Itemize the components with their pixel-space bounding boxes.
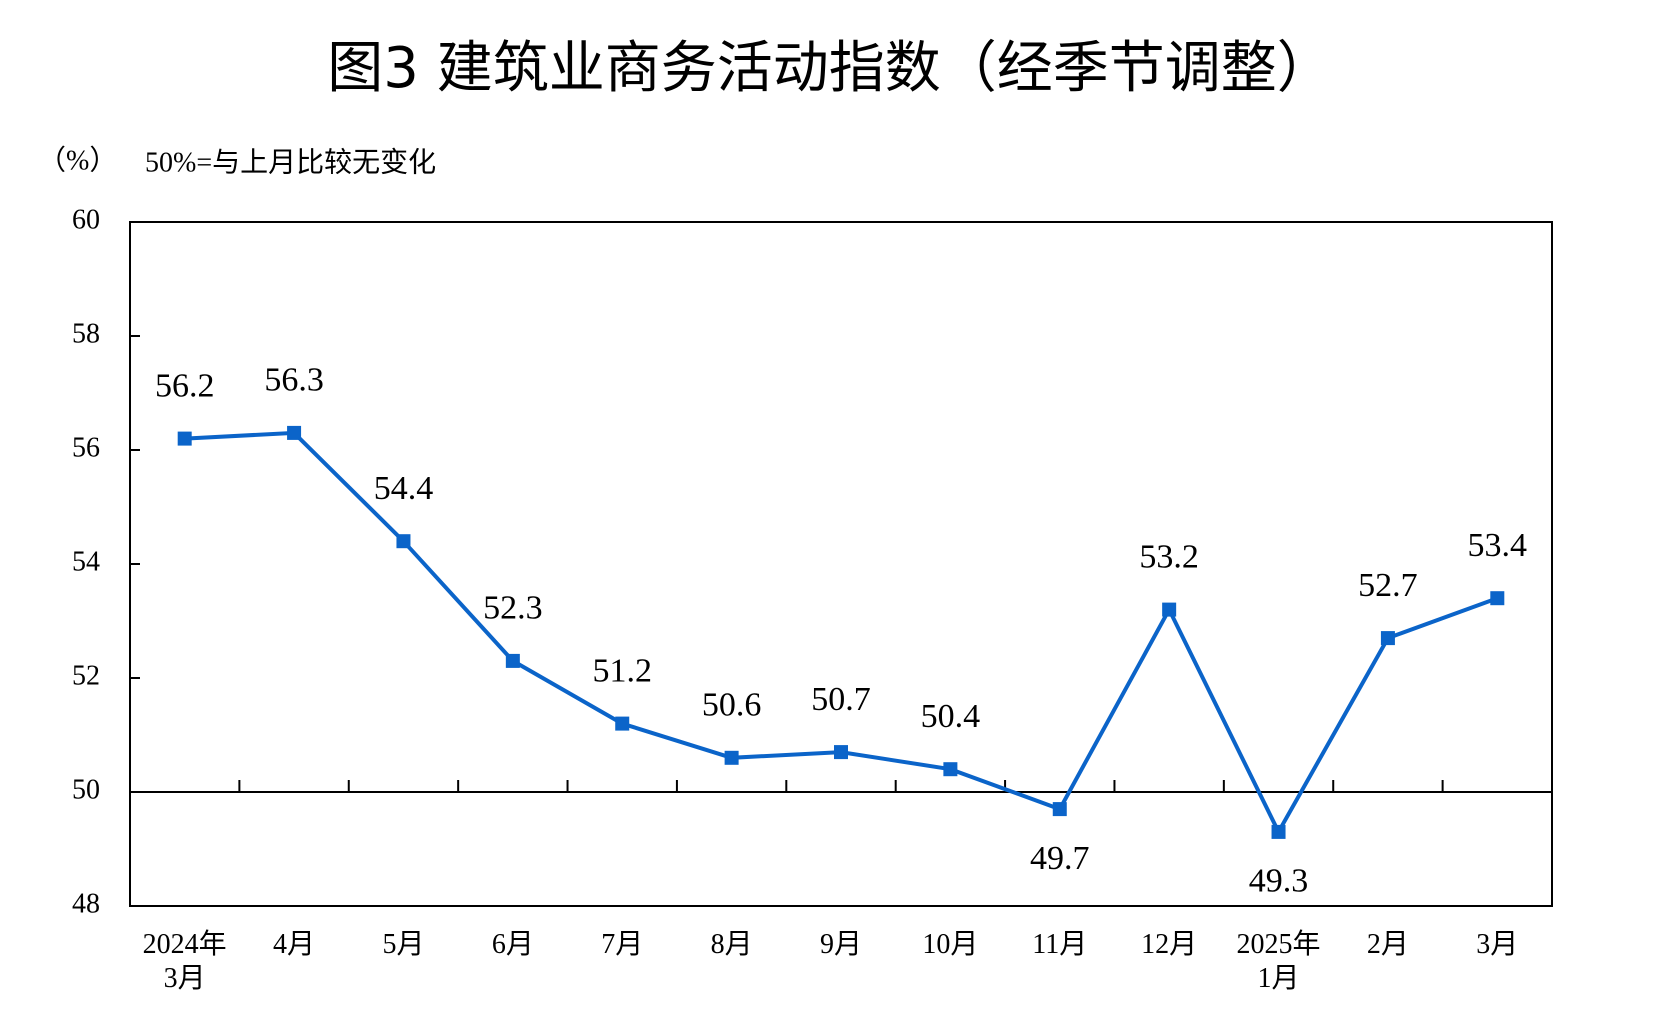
data-label: 54.4 bbox=[374, 470, 434, 507]
data-label: 49.7 bbox=[1030, 840, 1090, 877]
x-tick-label: 11月 bbox=[1032, 929, 1088, 960]
marker bbox=[1052, 802, 1067, 817]
data-label: 49.3 bbox=[1249, 863, 1309, 900]
x-tick-label: 3月 bbox=[1476, 929, 1519, 960]
marker bbox=[1490, 591, 1505, 606]
x-tick-label: 8月 bbox=[710, 929, 753, 960]
marker bbox=[834, 745, 848, 760]
y-tick-label: 52 bbox=[72, 660, 100, 691]
y-axis-label: （%） bbox=[38, 144, 117, 176]
y-tick-label: 58 bbox=[72, 318, 100, 349]
x-tick-label: 12月 bbox=[1141, 929, 1198, 960]
marker bbox=[724, 750, 739, 765]
marker bbox=[1162, 602, 1177, 617]
x-tick-label: 2月 bbox=[1366, 929, 1409, 960]
data-label: 50.7 bbox=[811, 681, 871, 718]
data-label: 56.2 bbox=[155, 367, 215, 404]
data-label: 52.7 bbox=[1358, 567, 1418, 604]
marker bbox=[1380, 631, 1395, 646]
data-label: 53.4 bbox=[1468, 527, 1528, 564]
y-tick-label: 56 bbox=[72, 432, 100, 463]
marker bbox=[943, 762, 958, 777]
x-tick-label: 7月 bbox=[601, 929, 644, 960]
y-tick-label: 50 bbox=[72, 774, 100, 805]
note: 50%=与上月比较无变化 bbox=[145, 146, 436, 178]
x-tick-label: 10月 bbox=[922, 929, 979, 960]
data-label: 50.4 bbox=[921, 698, 981, 735]
marker bbox=[177, 431, 192, 446]
plot-frame bbox=[129, 221, 1553, 907]
x-tick-label: 9月 bbox=[819, 929, 862, 960]
y-tick-label: 54 bbox=[72, 546, 100, 577]
x-tick-label: 2025年 1月 bbox=[1236, 929, 1321, 994]
y-tick-label: 48 bbox=[72, 888, 100, 919]
y-tick-label: 60 bbox=[72, 204, 100, 235]
marker bbox=[396, 534, 411, 549]
marker bbox=[287, 425, 302, 440]
data-label: 56.3 bbox=[264, 362, 324, 399]
marker bbox=[505, 653, 520, 668]
x-tick-label: 2024年 3月 bbox=[142, 929, 227, 994]
data-label: 52.3 bbox=[483, 590, 543, 627]
marker bbox=[615, 716, 630, 731]
x-tick-label: 6月 bbox=[491, 929, 534, 960]
chart-title: 图3 建筑业商务活动指数（经季节调整） bbox=[327, 36, 1332, 101]
marker bbox=[1271, 824, 1286, 839]
data-label: 50.6 bbox=[702, 687, 762, 724]
x-tick-label: 5月 bbox=[382, 929, 425, 960]
data-label: 53.2 bbox=[1139, 538, 1199, 575]
data-label: 51.2 bbox=[592, 652, 652, 689]
x-tick-label: 4月 bbox=[273, 929, 316, 960]
